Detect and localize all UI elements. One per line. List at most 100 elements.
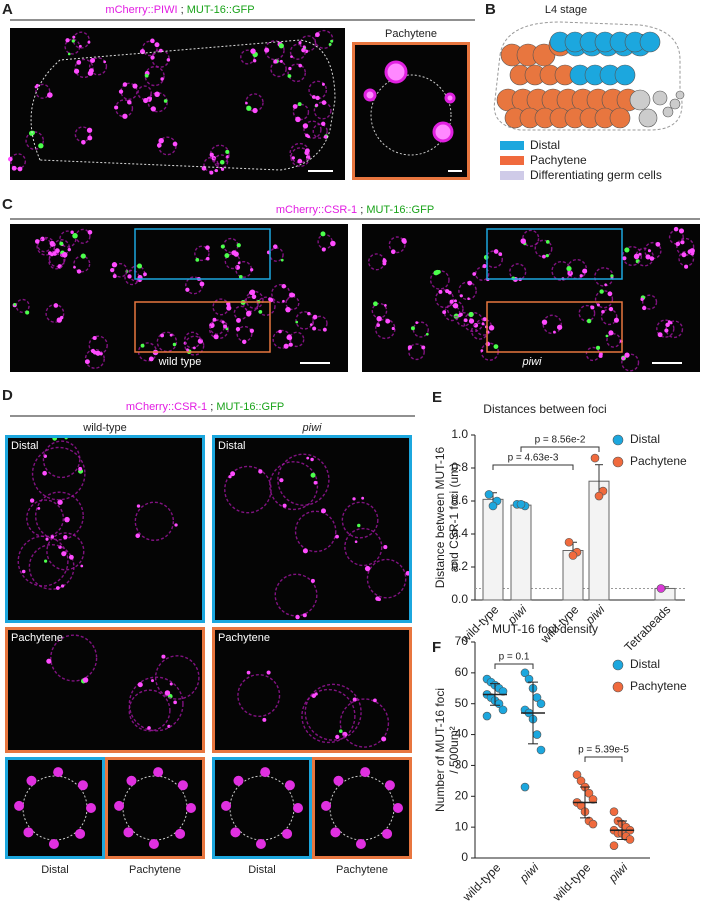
focus [468, 318, 475, 324]
nucleus-ring [245, 290, 264, 310]
focus [219, 159, 225, 165]
focus [669, 321, 673, 325]
focus [335, 534, 339, 539]
focus [14, 800, 25, 811]
nucleus-ring [156, 331, 178, 353]
legend-label: Differentiating germ cells [530, 168, 662, 182]
nucleus-ring [458, 281, 477, 301]
nucleus-ring [285, 295, 300, 311]
title-part: ; [178, 4, 187, 16]
focus [250, 268, 254, 272]
title-part: ; [207, 401, 216, 413]
panel-label: C [2, 196, 13, 213]
focus [566, 265, 572, 272]
focus [230, 471, 236, 477]
focus [381, 736, 387, 742]
focus [437, 270, 441, 274]
legend-swatch [500, 171, 524, 180]
focus [338, 729, 343, 733]
image-border [5, 435, 205, 623]
focus [432, 121, 454, 143]
focus [150, 679, 154, 683]
focus [472, 272, 477, 276]
y-axis-label: Distance between MUT-16 [433, 446, 447, 588]
image-border [212, 627, 412, 753]
micrograph [352, 42, 470, 180]
focus [77, 780, 88, 791]
y-axis-label: and CSR-1 foci (um) [447, 463, 461, 572]
focus [297, 102, 302, 107]
nucleus-ring [120, 82, 138, 101]
nucleus-ring [224, 465, 272, 514]
focus [307, 311, 311, 316]
focus [407, 347, 411, 350]
row-label: Pachytene [218, 632, 270, 644]
focus [624, 352, 630, 358]
nucleus-ring [88, 335, 108, 355]
nucleus-ring [542, 314, 562, 335]
schematic-outline [493, 21, 683, 131]
nucleus-ring [656, 319, 675, 338]
scale-bar [300, 362, 330, 364]
focus [73, 68, 80, 74]
roi-box [486, 301, 623, 353]
focus [285, 306, 291, 313]
scale-bar [308, 170, 333, 172]
focus [306, 456, 310, 460]
focus [315, 32, 320, 38]
focus [49, 240, 55, 247]
focus [154, 42, 160, 48]
focus [209, 152, 214, 157]
data-point [516, 499, 526, 509]
focus [279, 478, 284, 483]
focus [689, 248, 695, 254]
focus [290, 55, 293, 58]
focus [245, 101, 248, 105]
focus [233, 775, 244, 786]
nucleus-ring [374, 318, 396, 340]
focus [258, 310, 263, 314]
panel-title: mCherry::CSR-1 ; MUT-16::GFP [276, 204, 434, 216]
title-part: MUT-16::GFP [187, 4, 255, 16]
data-point [482, 711, 492, 721]
focus [590, 305, 595, 310]
data-point [564, 537, 574, 547]
focus [136, 504, 141, 508]
nucleus-ring [339, 698, 390, 748]
focus [26, 775, 37, 786]
focus [291, 293, 296, 297]
focus [542, 254, 546, 259]
focus [382, 828, 393, 839]
nucleus-ring [463, 311, 484, 333]
nucleus-ring [209, 144, 230, 165]
micrograph [212, 435, 412, 623]
focus [160, 77, 164, 81]
focus [25, 310, 30, 315]
cell [669, 98, 681, 110]
focus [467, 297, 470, 301]
y-tick-label: 10 [455, 819, 469, 833]
panel-title: mCherry::PIWI ; MUT-16::GFP [105, 4, 254, 16]
focus [330, 240, 336, 247]
focus [205, 256, 210, 261]
focus [605, 334, 609, 338]
focus [250, 48, 256, 54]
focus [309, 323, 313, 326]
y-tick-label: 1.0 [451, 427, 468, 441]
focus [320, 231, 326, 237]
focus [304, 148, 310, 154]
x-tick-label: piwi [605, 860, 630, 885]
focus [47, 92, 53, 98]
nucleus-ring [289, 43, 306, 60]
bar [510, 504, 532, 601]
focus [80, 253, 86, 259]
image-border [105, 757, 205, 859]
focus [53, 303, 59, 308]
nucleus-ring [294, 510, 337, 553]
legend-label: Pachytene [630, 679, 687, 693]
nucleus-ring [147, 92, 168, 113]
nucleus-ring [287, 63, 307, 83]
focus [78, 44, 82, 48]
focus [60, 584, 65, 588]
focus [186, 348, 189, 352]
